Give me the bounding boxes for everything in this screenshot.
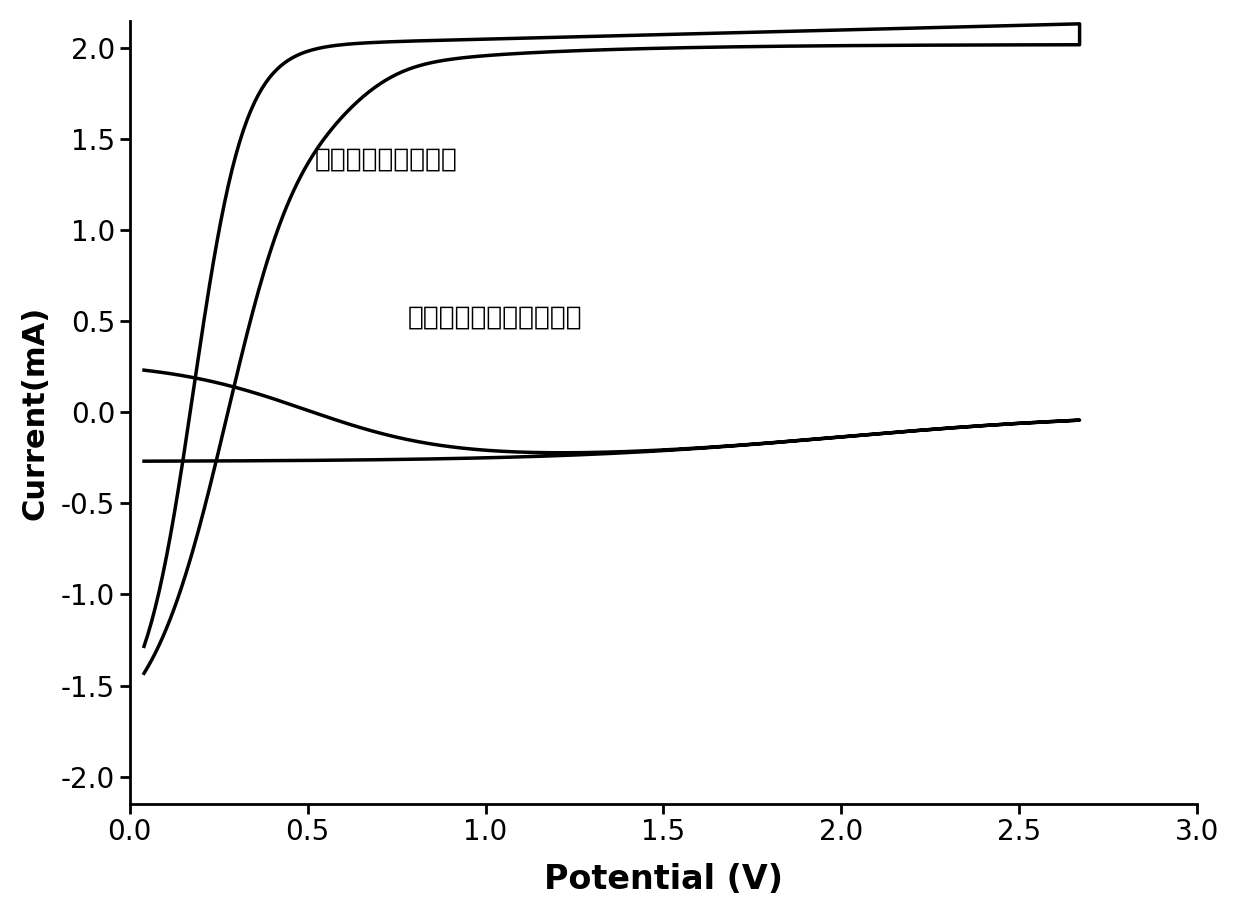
X-axis label: Potential (V): Potential (V) <box>544 863 782 896</box>
Text: 水平取向还原氧化石墨烯: 水平取向还原氧化石墨烯 <box>407 305 582 331</box>
Text: 直立还原氧化石墨烯: 直立还原氧化石墨烯 <box>315 147 458 172</box>
Y-axis label: Current(mA): Current(mA) <box>21 305 50 520</box>
